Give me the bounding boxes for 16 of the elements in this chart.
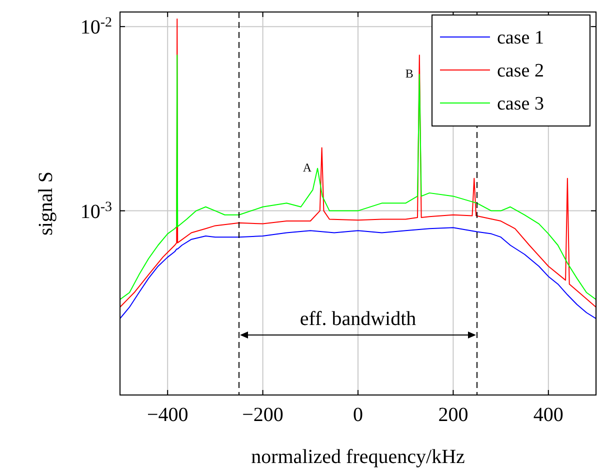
annotation: eff. bandwidth xyxy=(300,308,416,330)
legend-label: case 1 xyxy=(497,28,544,49)
x-tick-label: 400 xyxy=(533,404,564,426)
x-tick-label: −400 xyxy=(146,404,188,426)
x-axis-title: normalized frequency/kHz xyxy=(251,446,466,468)
legend-label: case 2 xyxy=(497,60,544,82)
y-axis-title: signal S xyxy=(35,172,57,236)
annotation: A xyxy=(302,160,312,174)
y-tick-label: 10$^{-2}$ xyxy=(80,15,112,39)
legend-label: case 3 xyxy=(497,94,544,115)
x-tick-label: 200 xyxy=(438,404,468,426)
y-tick-label: 10$^{-3}$ xyxy=(80,199,112,223)
x-tick-label: 0 xyxy=(353,404,363,426)
annotation: B xyxy=(405,66,414,80)
x-tick-label: −200 xyxy=(242,404,284,426)
line-series xyxy=(120,54,596,300)
